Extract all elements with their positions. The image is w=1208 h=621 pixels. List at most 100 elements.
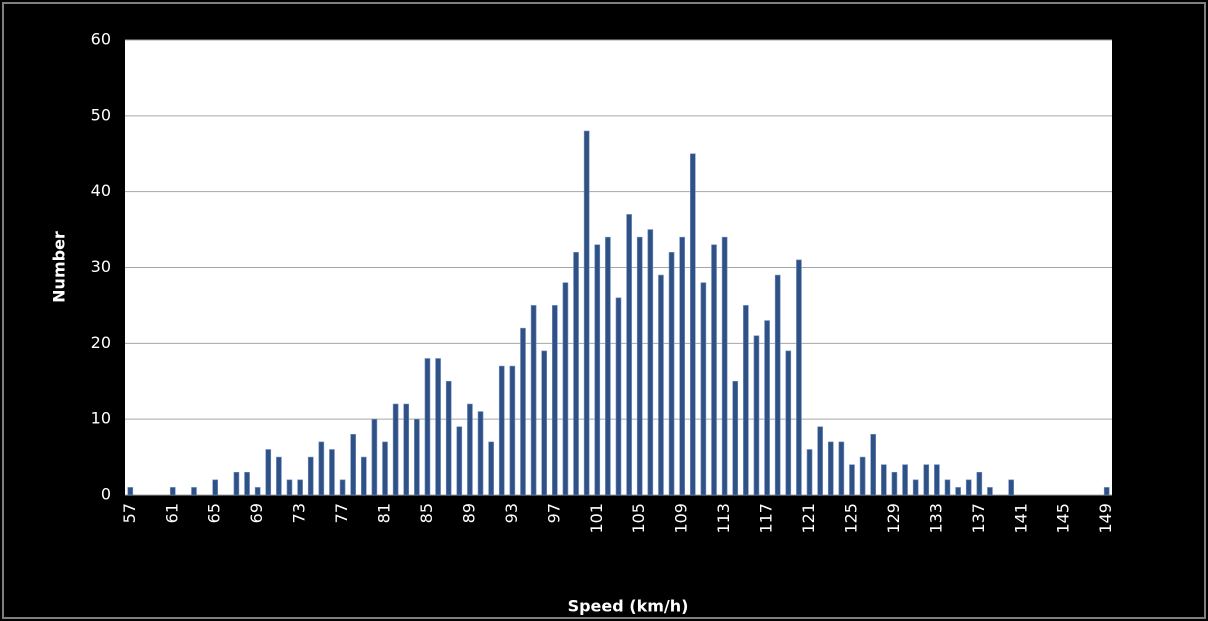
bar bbox=[626, 214, 632, 496]
bar bbox=[127, 487, 134, 496]
bar bbox=[573, 252, 579, 496]
bar bbox=[976, 471, 983, 496]
bar bbox=[689, 153, 696, 496]
bar bbox=[403, 403, 410, 496]
y-axis-title: Number bbox=[50, 231, 69, 303]
bar bbox=[488, 441, 494, 496]
bar bbox=[965, 479, 972, 496]
bar bbox=[552, 305, 558, 496]
bar bbox=[806, 449, 813, 496]
bar bbox=[912, 479, 919, 496]
bar bbox=[307, 456, 314, 496]
x-tick-label: 141 bbox=[1011, 503, 1030, 534]
bar bbox=[339, 479, 346, 496]
bar bbox=[191, 487, 197, 496]
y-tick-label: 40 bbox=[91, 181, 111, 200]
bar bbox=[562, 282, 569, 496]
bar bbox=[414, 418, 420, 496]
bar bbox=[244, 471, 250, 496]
x-tick-label: 145 bbox=[1054, 503, 1073, 534]
bar bbox=[456, 426, 463, 496]
bar bbox=[668, 252, 675, 496]
bar bbox=[732, 380, 739, 496]
bar bbox=[658, 274, 664, 496]
bar bbox=[636, 236, 643, 496]
bar bbox=[955, 487, 961, 496]
bar bbox=[743, 305, 749, 496]
bar bbox=[923, 464, 930, 496]
bar bbox=[382, 441, 388, 496]
bar bbox=[721, 236, 728, 496]
x-tick-label: 97 bbox=[544, 503, 563, 523]
x-tick-label: 93 bbox=[502, 503, 521, 523]
bar bbox=[276, 456, 282, 496]
x-tick-label: 61 bbox=[162, 503, 181, 523]
bar bbox=[711, 244, 717, 496]
bar bbox=[530, 305, 537, 496]
bar bbox=[987, 487, 993, 496]
x-tick-label: 81 bbox=[375, 503, 394, 523]
bar bbox=[764, 320, 770, 496]
y-tick-label: 30 bbox=[91, 257, 111, 276]
bar bbox=[944, 479, 951, 496]
bar bbox=[796, 259, 802, 496]
x-tick-label: 129 bbox=[884, 503, 903, 534]
bar bbox=[509, 365, 516, 496]
bar bbox=[350, 434, 356, 496]
y-tick-label: 0 bbox=[101, 485, 111, 504]
bar bbox=[498, 365, 505, 496]
bar bbox=[360, 456, 367, 496]
bar bbox=[318, 441, 325, 496]
bar bbox=[774, 274, 781, 496]
x-tick-label: 69 bbox=[247, 503, 266, 523]
bar bbox=[679, 236, 685, 496]
bar bbox=[424, 358, 431, 496]
y-tick-label: 60 bbox=[91, 30, 111, 49]
bar bbox=[1008, 479, 1014, 496]
x-axis-title: Speed (km/h) bbox=[568, 597, 689, 616]
bar bbox=[233, 471, 240, 496]
bar bbox=[891, 471, 898, 496]
x-tick-label: 57 bbox=[120, 503, 139, 523]
bar bbox=[329, 449, 335, 496]
x-tick-label: 101 bbox=[587, 503, 606, 534]
bar bbox=[265, 449, 272, 496]
x-tick-label: 65 bbox=[205, 503, 224, 523]
x-tick-label: 85 bbox=[417, 503, 436, 523]
bar bbox=[881, 464, 887, 496]
y-tick-label: 50 bbox=[91, 105, 111, 124]
bar bbox=[870, 434, 877, 496]
bar bbox=[605, 236, 611, 496]
x-tick-label: 149 bbox=[1096, 503, 1115, 534]
x-tick-label: 73 bbox=[290, 503, 309, 523]
bar bbox=[254, 487, 261, 496]
bar bbox=[838, 441, 845, 496]
bar bbox=[212, 479, 219, 496]
bar bbox=[594, 244, 601, 496]
bar bbox=[934, 464, 940, 496]
bar bbox=[297, 479, 303, 496]
bar bbox=[286, 479, 293, 496]
bar bbox=[467, 403, 473, 496]
x-tick-label: 77 bbox=[332, 503, 351, 523]
bar bbox=[753, 335, 760, 496]
bar bbox=[169, 487, 176, 496]
bar bbox=[859, 456, 866, 496]
x-tick-label: 89 bbox=[459, 503, 478, 523]
bar bbox=[477, 411, 484, 496]
bar bbox=[541, 350, 548, 496]
bar bbox=[827, 441, 834, 496]
bar bbox=[371, 418, 378, 496]
bar bbox=[700, 282, 707, 496]
bar bbox=[615, 297, 622, 496]
bar bbox=[817, 426, 823, 496]
bar bbox=[392, 403, 399, 496]
bar bbox=[785, 350, 792, 496]
bar bbox=[445, 380, 452, 496]
x-tick-label: 121 bbox=[799, 503, 818, 534]
bar bbox=[902, 464, 908, 496]
bar bbox=[849, 464, 855, 496]
x-tick-label: 113 bbox=[714, 503, 733, 534]
